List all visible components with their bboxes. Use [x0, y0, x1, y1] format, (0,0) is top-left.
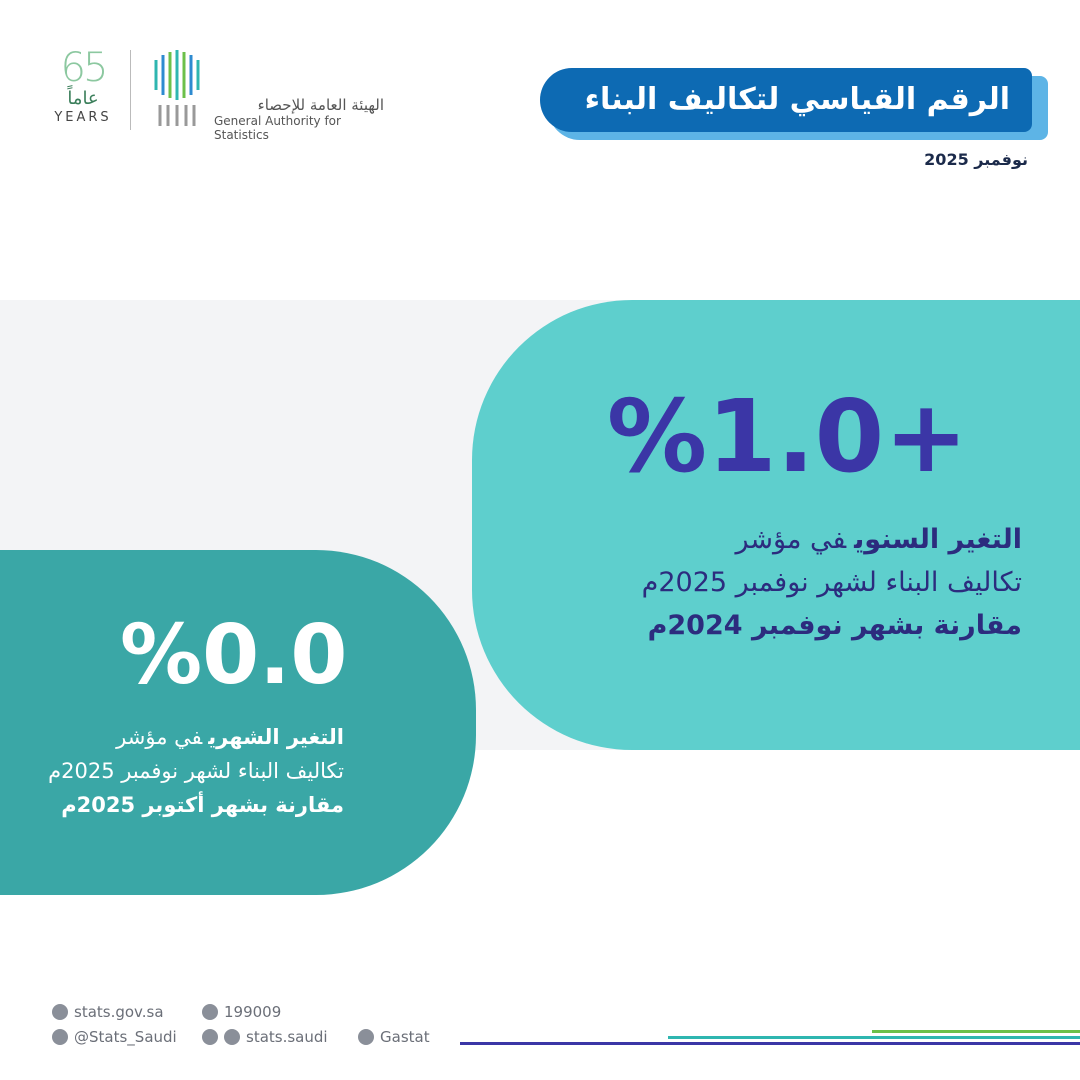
- annual-line-1-bold: التغير السنوي: [854, 524, 1022, 555]
- monthly-line-1-rest: في مؤشر: [116, 725, 203, 749]
- twitter-link[interactable]: @Stats_Saudi: [52, 1028, 177, 1046]
- phone-link[interactable]: 199009: [202, 1003, 281, 1021]
- linkedin: Gastat: [380, 1028, 430, 1046]
- annual-line-2: تكاليف البناء لشهر نوفمبر 2025م: [641, 567, 1022, 598]
- social: stats.saudi: [246, 1028, 328, 1046]
- date: نوفمبر 2025: [924, 150, 1028, 169]
- authority-name-ar: الهيئة العامة للإحصاء: [257, 96, 384, 114]
- authority-emblem: [154, 50, 200, 126]
- monthly-line-1: التغير الشهريفي مؤشر: [4, 720, 344, 754]
- website-link[interactable]: stats.gov.sa: [52, 1003, 164, 1021]
- title: الرقم القياسي لتكاليف البناء: [584, 82, 1010, 117]
- monthly-card: %0.0 التغير الشهريفي مؤشر تكاليف البناء …: [0, 550, 476, 895]
- annual-description: التغير السنويفي مؤشر تكاليف البناء لشهر …: [502, 518, 1022, 647]
- monthly-line-3: مقارنة بشهر أكتوبر 2025م: [61, 793, 344, 817]
- phone: 199009: [224, 1003, 282, 1021]
- monthly-description: التغير الشهريفي مؤشر تكاليف البناء لشهر …: [4, 720, 344, 822]
- phone-icon: [202, 1004, 218, 1020]
- annual-line-1-rest: في مؤشر: [735, 524, 847, 555]
- website: stats.gov.sa: [74, 1003, 164, 1021]
- annual-card: %1.0+ التغير السنويفي مؤشر تكاليف البناء…: [472, 300, 1080, 750]
- authority-name: الهيئة العامة للإحصاء General Authority …: [214, 96, 384, 142]
- authority-name-en: General Authority for Statistics: [214, 114, 341, 142]
- anniversary-en: YEARS: [54, 110, 112, 125]
- footer-line-green: [872, 1030, 1080, 1033]
- annual-line-3: مقارنة بشهر نوفمبر 2024م: [647, 610, 1022, 641]
- monthly-line-2: تكاليف البناء لشهر نوفمبر 2025م: [48, 759, 344, 783]
- monthly-line-1-bold: التغير الشهري: [208, 725, 344, 749]
- anniversary-number: 65: [60, 45, 109, 91]
- title-pill: الرقم القياسي لتكاليف البناء: [540, 68, 1032, 132]
- facebook-icon: [224, 1029, 240, 1045]
- divider: [130, 50, 131, 130]
- instagram-icon: [202, 1029, 218, 1045]
- linkedin-link[interactable]: Gastat: [358, 1028, 430, 1046]
- anniversary-logo: 65 عاماً YEARS: [52, 48, 114, 125]
- globe-icon: [52, 1004, 68, 1020]
- linkedin-icon: [358, 1029, 374, 1045]
- x-icon: [52, 1029, 68, 1045]
- anniversary-ar: عاماً: [67, 88, 99, 109]
- footer-line-indigo: [460, 1042, 1080, 1045]
- monthly-value: %0.0: [120, 608, 348, 703]
- social-link[interactable]: stats.saudi: [202, 1028, 328, 1046]
- footer-line-teal: [668, 1036, 1080, 1039]
- twitter: @Stats_Saudi: [74, 1028, 177, 1046]
- annual-line-1: التغير السنويفي مؤشر: [502, 518, 1022, 561]
- annual-value: %1.0+: [606, 378, 968, 495]
